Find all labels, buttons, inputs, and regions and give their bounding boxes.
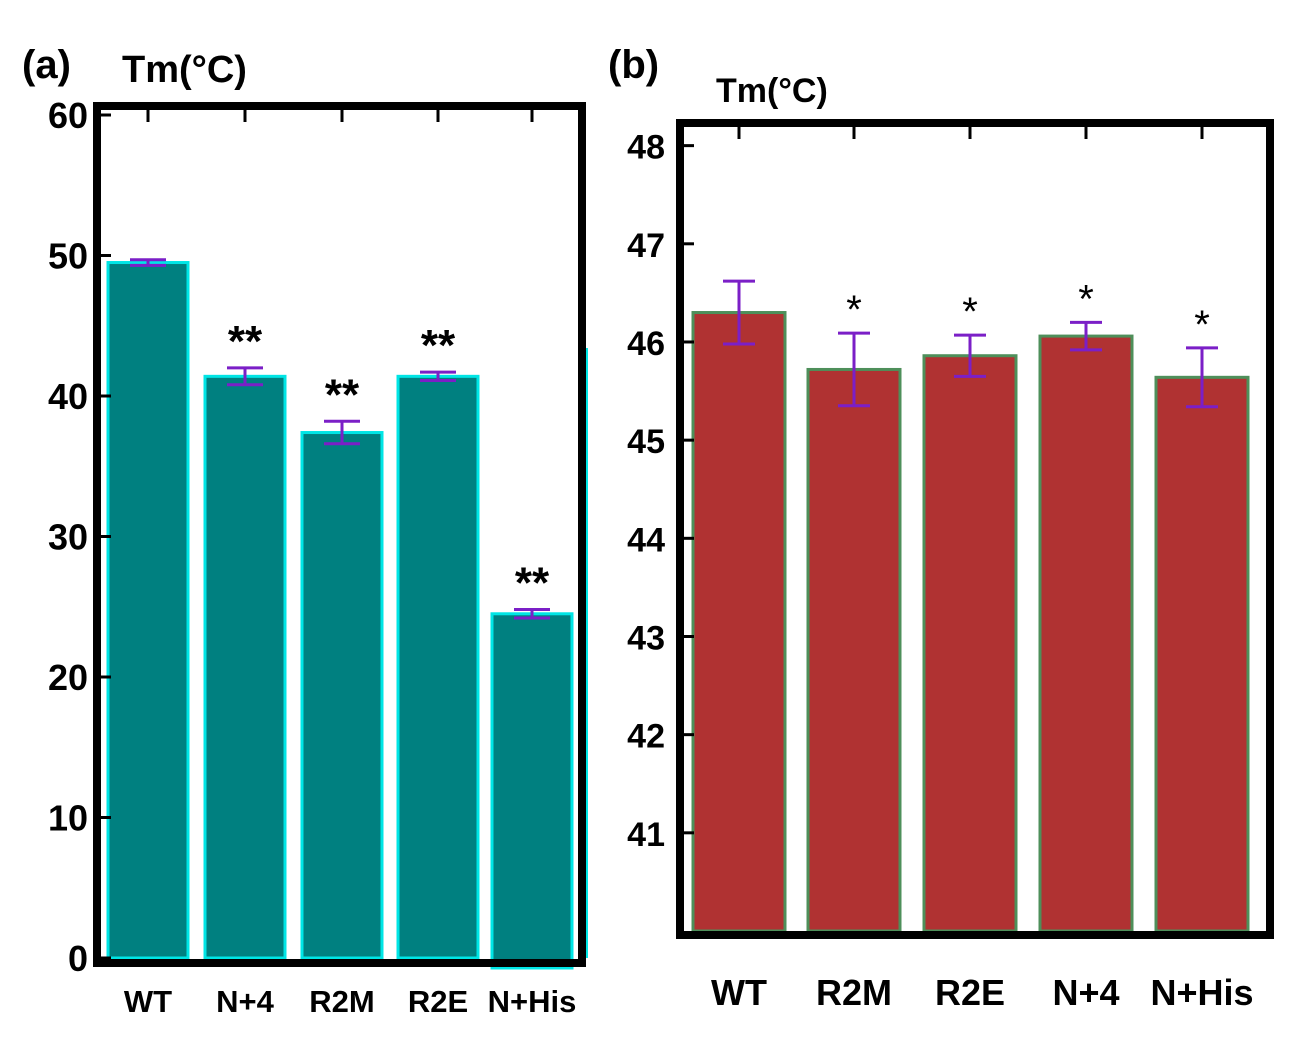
panel-b-ytick-label: 44 [627,521,665,559]
panel-b-significance-marker: * [1078,277,1094,321]
panel-a-category-label: R2E [408,984,468,1019]
panel-b-bar-wt [691,311,787,933]
panel-b-label: (b) [608,43,659,87]
panel-b-category-label: N+His [1150,972,1253,1013]
panel-a-significance-marker: ** [515,559,550,608]
panel-b-ytick-label: 47 [627,227,665,265]
panel-a-ytick-label: 0 [68,938,88,979]
panel-a-ytick-label: 20 [48,657,88,698]
panel-a-category-label: N+His [488,984,577,1019]
panel-b-bar-r2m [806,367,902,933]
panel-a-category-label: R2M [309,984,374,1019]
panel-b-y-unit: Tm(°C) [716,72,828,110]
panel-a-bar-r2m [300,431,384,960]
panel-a-bar-nplushis [490,612,574,970]
panel-a-ytick-label: 10 [48,798,88,839]
panel-b-ytick-label: 48 [627,129,665,167]
panel-a-ytick-label: 60 [48,95,88,136]
panel-b-bar-nplushis [1154,375,1250,933]
panel-b: (b) Tm(°C) * * * * 41 42 43 44 45 46 47 48 WT R2M R2E… [608,43,1274,1013]
panel-b-significance-marker: * [1194,303,1210,347]
panel-b-ytick-label: 46 [627,325,665,363]
panel-a-label: (a) [22,43,71,87]
panel-a-significance-marker: ** [228,317,263,366]
panel-b-ytick-label: 43 [627,619,665,657]
panel-a-bar-r2e [396,374,480,960]
panel-a-ytick-label: 50 [48,236,88,277]
panel-b-category-label: R2E [935,972,1005,1013]
panel-a-significance-marker: ** [421,321,456,370]
panel-a-category-label: WT [124,984,172,1019]
panel-b-category-label: R2M [816,972,892,1013]
panel-a-category-label: N+4 [216,984,274,1019]
panel-b-significance-marker: * [962,290,978,334]
panel-a-bar-nplus4 [203,374,287,960]
panel-a-ytick-label: 40 [48,376,88,417]
panel-b-frame [676,119,1274,939]
panel-a-significance-marker: ** [325,370,360,419]
panel-b-significance-marker: * [846,288,862,332]
panel-b-bar-r2e [922,354,1018,933]
panel-a-ytick-label: 30 [48,517,88,558]
panel-b-ytick-label: 45 [627,423,665,461]
panel-a-y-unit: Tm(°C) [122,49,247,91]
panel-a-frame [93,102,586,967]
panel-a: (a) Tm(°C) ** ** ** ** 0 10 20 30 40 50 60 WT N+4 R2… [22,43,588,1019]
panel-b-bar-nplus4 [1038,334,1134,933]
panel-b-ytick-label: 42 [627,718,665,756]
panel-b-category-label: N+4 [1052,972,1119,1013]
panel-a-bar-wt [106,261,190,960]
panel-b-category-label: WT [711,972,767,1013]
panel-b-ytick-label: 41 [627,816,665,854]
